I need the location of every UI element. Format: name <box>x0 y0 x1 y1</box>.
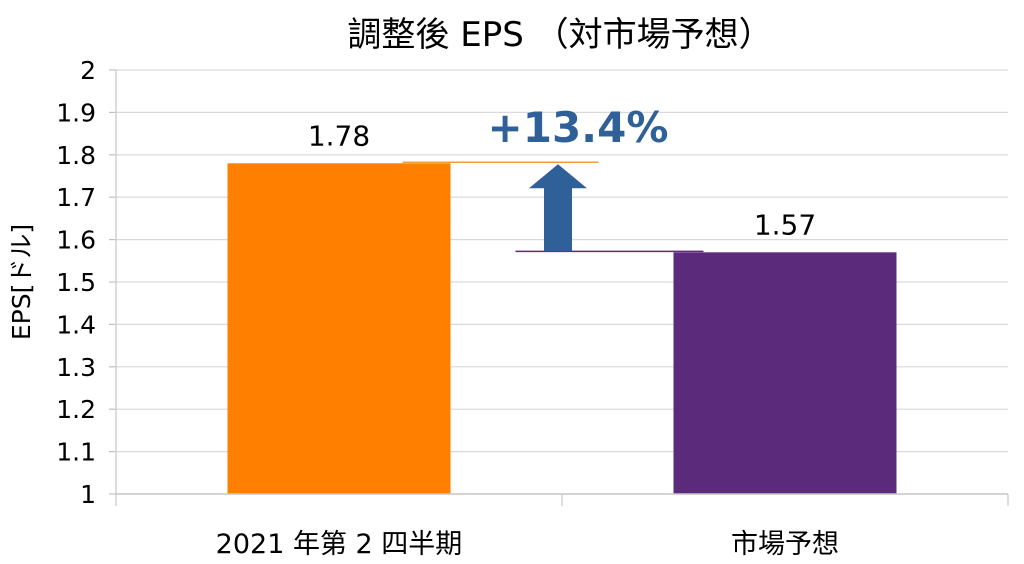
category-label: 2021 年第 2 四半期 <box>216 529 463 560</box>
y-tick-label: 1 <box>80 480 96 509</box>
category-label: 市場予想 <box>731 529 839 560</box>
y-tick-label: 2 <box>80 56 96 85</box>
y-tick-label: 1.8 <box>56 141 96 170</box>
y-tick-label: 1.3 <box>56 353 96 382</box>
y-axis-label: EPS[ドル] <box>7 224 36 340</box>
data-label: 1.57 <box>754 208 816 241</box>
y-tick-label: 1.4 <box>56 310 96 339</box>
y-tick-label: 1.5 <box>56 268 96 297</box>
y-tick-label: 1.7 <box>56 183 96 212</box>
y-tick-label: 1.6 <box>56 226 96 255</box>
x-axis-ticks <box>115 494 1009 506</box>
data-label: 1.78 <box>308 119 370 152</box>
bar-2 <box>673 252 897 494</box>
data-labels: 1.78 1.57 <box>308 119 816 241</box>
bar-1 <box>227 163 451 494</box>
y-tick-label: 1.1 <box>56 438 96 467</box>
y-axis-ticks: 1 1.1 1.2 1.3 1.4 1.5 1.6 1.7 1.8 1.9 2 <box>56 56 116 509</box>
up-arrow-icon <box>529 164 587 252</box>
x-axis-categories: 2021 年第 2 四半期 市場予想 <box>216 529 839 560</box>
chart-title: 調整後 EPS （対市場予想） <box>347 15 772 55</box>
y-tick-label: 1.2 <box>56 395 96 424</box>
growth-annotation: +13.4% <box>488 103 669 152</box>
y-tick-label: 1.9 <box>56 98 96 127</box>
bars <box>227 163 897 494</box>
comparison-overlay <box>402 161 704 253</box>
